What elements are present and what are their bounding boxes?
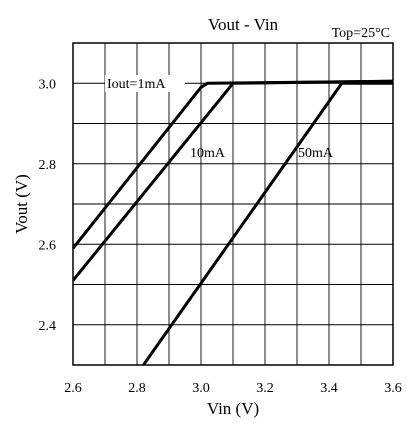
grid: [73, 43, 393, 365]
series-line-50ma: [142, 81, 393, 365]
series-labels: Iout=1mA 10mA 50mA: [105, 75, 334, 161]
series-line-10ma: [73, 79, 393, 282]
x-tick-label: 3.2: [256, 381, 274, 396]
series-label-10ma: 10mA: [190, 146, 226, 161]
series-label-background: [105, 75, 185, 92]
x-tick-label: 3.4: [320, 381, 338, 396]
x-tick-label: 3.6: [384, 381, 402, 396]
x-tick-label: 3.0: [192, 381, 210, 396]
y-tick-label: 2.4: [39, 319, 57, 334]
tick-labels: 2.6 2.8 3.0 3.2 3.4 3.6 2.4 2.6 2.8 3.0: [39, 77, 402, 396]
series-label-1ma: Iout=1mA: [107, 77, 166, 92]
y-tick-label: 2.6: [39, 238, 57, 253]
plot-frame: [72, 42, 394, 366]
x-axis-label: Vin (V): [207, 399, 259, 418]
series-label-50ma: 50mA: [298, 146, 334, 161]
y-axis-label: Vout (V): [12, 174, 31, 234]
series-lines: [73, 79, 393, 365]
temperature-annotation: Top=25°C: [332, 26, 390, 41]
y-tick-label: 2.8: [39, 158, 57, 173]
x-tick-label: 2.6: [64, 381, 82, 396]
chart-title: Vout - Vin: [208, 15, 279, 34]
y-tick-label: 3.0: [39, 77, 57, 92]
x-tick-label: 2.8: [128, 381, 146, 396]
